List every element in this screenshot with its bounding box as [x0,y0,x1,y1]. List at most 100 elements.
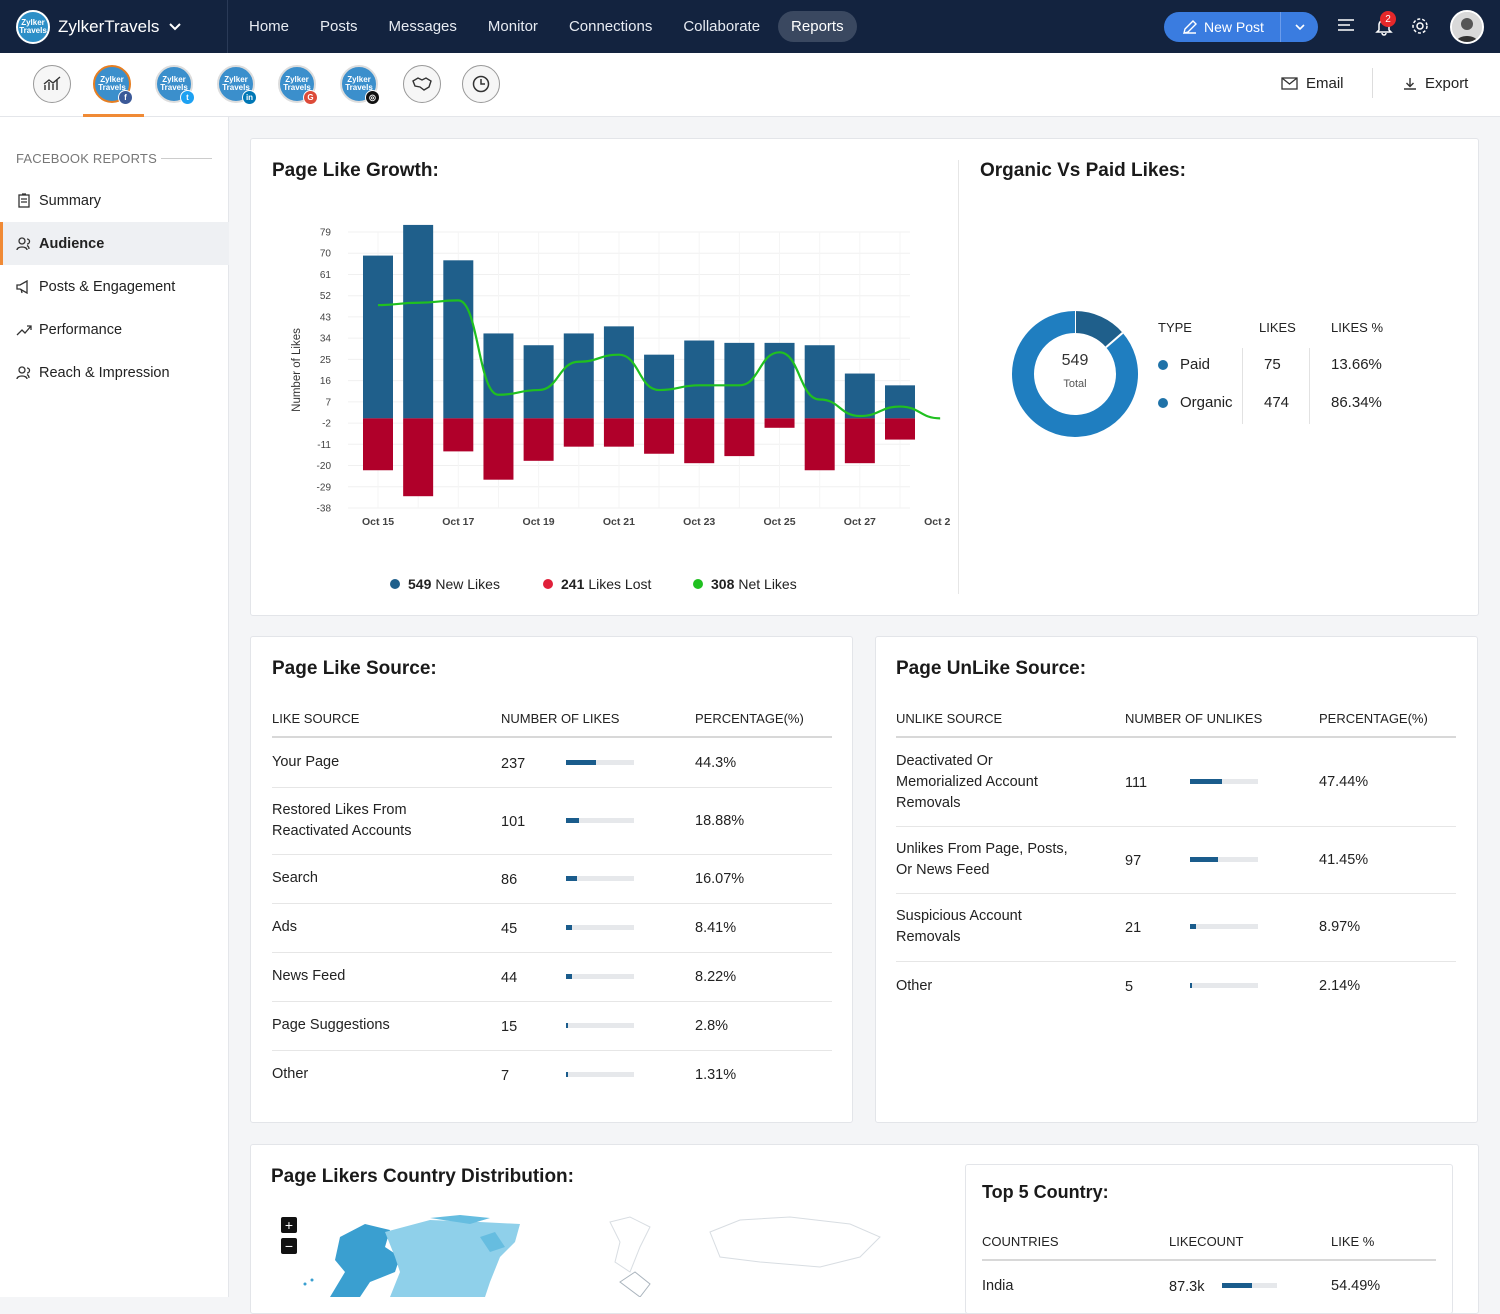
country-table-header: LIKECOUNT [1169,1234,1244,1249]
new-post-label: New Post [1204,19,1264,35]
profile-logo-text: Zylker Travels [160,75,188,92]
bar-likes-lost [804,418,835,471]
count-value: 44 [501,969,518,986]
bar-new-likes [804,345,835,419]
channel-profile-facebook[interactable]: Zylker Travels f [93,65,133,105]
email-button[interactable]: Email [1281,75,1344,92]
divider [896,961,1456,962]
share-bar [566,1071,634,1077]
y-tick-label: -2 [322,419,331,430]
nav-monitor[interactable]: Monitor [487,18,538,35]
export-button[interactable]: Export [1403,75,1468,92]
organic-likes-value: 474 [1264,394,1290,411]
table-header: PERCENTAGE(%) [1319,711,1428,726]
organic-likes-value: 75 [1264,356,1281,373]
organic-pct-value: 86.34% [1331,394,1382,411]
organic-type-organic: Organic [1158,394,1233,411]
new-post-button[interactable]: New Post [1164,12,1318,42]
sidebar-item-summary[interactable]: Summary [0,179,229,222]
divider [1242,348,1243,424]
new-post-dropdown[interactable] [1280,12,1318,42]
table-row: Suspicious Account Removals 21 8.97% [896,893,1456,962]
channel-profile-instagram[interactable]: Zylker Travels ◎ [340,65,380,105]
share-bar-fill [1190,779,1223,784]
donut-slice-paid[interactable] [1074,311,1123,348]
bar-likes-lost [483,418,514,480]
google-icon: G [303,90,318,105]
zoom-out-button[interactable]: − [281,1238,297,1254]
nav-connections[interactable]: Connections [568,18,653,35]
share-bar [1190,924,1258,929]
profile-logo-text: Zylker Travels [345,75,373,92]
count-value: 97 [1125,852,1142,869]
download-icon [1403,77,1417,91]
map-outline-greenland [609,1216,651,1273]
top-navigation-bar: Zylker Travels ZylkerTravels Home Posts Me… [0,0,1500,53]
unlike-source-card [875,636,1478,1123]
sidebar-item-performance[interactable]: Performance [0,308,229,351]
legend-item[interactable]: 241 Likes Lost [543,576,651,592]
instagram-icon: ◎ [365,90,380,105]
organic-header: LIKES [1259,320,1296,335]
zoom-in-button[interactable]: + [281,1217,297,1233]
table-row: Search 86 16.07% [272,854,832,904]
table-row: Your Page 237 44.3% [272,738,832,788]
nav-posts[interactable]: Posts [320,18,358,35]
percentage-value: 18.88% [695,812,745,829]
sidebar-item-audience[interactable]: Audience [0,222,229,265]
sidebar-item-reach-impression[interactable]: Reach & Impression [0,351,229,394]
country-count: 87.3k [1169,1279,1205,1295]
bar-new-likes [684,340,715,419]
divider [272,787,832,788]
menu-list-icon[interactable] [1334,14,1358,38]
map-dot [303,1282,307,1286]
table-row: Ads 45 8.41% [272,903,832,953]
nav-collaborate[interactable]: Collaborate [683,18,761,35]
y-tick-label: 7 [325,397,331,408]
channel-bar: Zylker Travels f Zylker Travels t Zylker Tra… [0,53,1500,117]
share-bar [566,759,634,765]
share-bar [566,1022,634,1028]
table-row: Page Suggestions 15 2.8% [272,1001,832,1051]
divider [272,736,832,738]
legend-item[interactable]: 308 Net Likes [693,576,797,592]
channel-clock-icon[interactable] [462,65,500,103]
sidebar-item-label: Reach & Impression [39,364,170,381]
sidebar-heading: FACEBOOK REPORTS [16,151,157,166]
user-avatar[interactable] [1450,10,1484,44]
legend-item[interactable]: 549 New Likes [390,576,500,592]
bar-likes-lost [885,418,915,440]
table-header: UNLIKE SOURCE [896,711,1003,726]
count-value: 45 [501,920,518,937]
donut-slice-organic[interactable] [1012,311,1138,437]
x-tick-label: Oct 27 [844,516,876,528]
y-tick-label: -38 [317,504,332,515]
summary-icon [16,193,32,209]
linkedin-icon: in [242,90,257,105]
channel-profile-twitter[interactable]: Zylker Travels t [155,65,195,105]
organic-type-label: Paid [1180,356,1211,373]
percentage-value: 8.22% [695,968,737,985]
source-name: Other [896,977,933,994]
nav-home[interactable]: Home [249,18,290,35]
channel-handshake-icon[interactable] [403,65,441,103]
nav-reports[interactable]: Reports [778,11,857,42]
nav-messages[interactable]: Messages [388,18,457,35]
channel-profile-google[interactable]: Zylker Travels G [278,65,318,105]
bar-likes-lost [403,418,434,497]
main-nav: Home Posts Messages Monitor Connections Colla… [236,11,862,42]
x-tick-label: Oct 25 [763,516,795,528]
channel-profile-linkedin[interactable]: Zylker Travels in [217,65,257,105]
divider [982,1259,1436,1261]
export-label: Export [1425,75,1469,92]
sidebar-item-posts-engagement[interactable]: Posts & Engagement [0,265,229,308]
channel-insights-icon[interactable] [33,65,71,103]
count-value: 15 [501,1018,518,1035]
bar-new-likes [764,342,795,419]
gear-icon[interactable] [1408,14,1432,38]
divider [272,903,832,904]
brand-switcher[interactable]: Zylker Travels ZylkerTravels [0,0,228,53]
brand-name: ZylkerTravels [58,16,160,36]
bar-new-likes [885,385,915,419]
percentage-value: 47.44% [1319,774,1369,790]
